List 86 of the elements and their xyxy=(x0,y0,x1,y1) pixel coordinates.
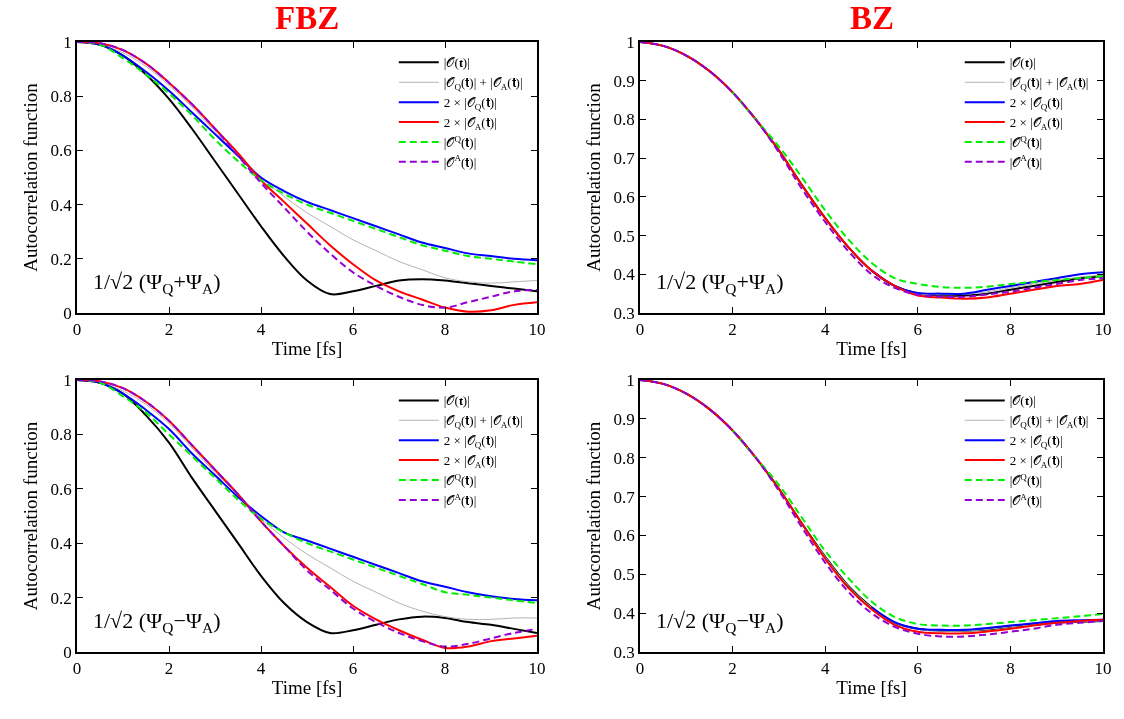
y-tick-label: 0.4 xyxy=(50,195,73,215)
x-tick-label: 8 xyxy=(1006,659,1015,679)
y-tick-label: 1 xyxy=(63,370,72,390)
x-tick-label: 10 xyxy=(528,320,546,340)
legend-label: |𝒪$^{A}$(𝐭)| xyxy=(1009,491,1043,508)
x-tick-label: 4 xyxy=(820,659,830,679)
y-axis-title: Autocorrelation function xyxy=(19,82,41,272)
y-tick-label: 0.9 xyxy=(613,71,635,91)
chart-title: BZ xyxy=(850,0,895,36)
x-tick-label: 6 xyxy=(348,320,358,340)
x-tick-label: 8 xyxy=(440,659,450,679)
y-tick-label: 0.8 xyxy=(613,110,635,130)
legend-label: |𝒪$^{A}$(𝐭)| xyxy=(443,491,477,508)
y-tick-label: 0.3 xyxy=(613,642,635,662)
y-axis-title: Autocorrelation function xyxy=(582,82,604,272)
x-tick-label: 8 xyxy=(440,320,450,340)
legend-label: |𝒪$^{Q}$(𝐭)| xyxy=(1009,471,1043,489)
annotation: 1/√2 (Ψ$_{Q}$+Ψ$_{A}$) xyxy=(93,269,221,297)
y-tick-label: 0.6 xyxy=(613,526,635,546)
legend-label: |𝒪$^{A}$(𝐭)| xyxy=(443,153,477,170)
legend-label: 2 × |𝒪$_{Q}$(𝐭)| xyxy=(1009,95,1063,112)
annotation: 1/√2 (Ψ$_{Q}$−Ψ$_{A}$) xyxy=(656,608,784,636)
legend-label: |𝒪$_{Q}$(𝐭)| + |𝒪$_{A}$(𝐭)| xyxy=(443,413,523,431)
y-tick-label: 0.6 xyxy=(613,187,635,207)
y-tick-label: 1 xyxy=(63,32,72,52)
y-tick-label: 0.9 xyxy=(613,409,635,429)
y-tick-label: 0.2 xyxy=(50,588,72,608)
y-tick-label: 1 xyxy=(626,370,635,390)
y-tick-label: 1 xyxy=(626,32,635,52)
legend-label: |𝒪$^{Q}$(𝐭)| xyxy=(443,133,477,151)
legend-label: |𝒪(𝐭)| xyxy=(1009,55,1036,71)
y-tick-label: 0.3 xyxy=(613,303,635,323)
x-tick-label: 6 xyxy=(913,659,923,679)
chart-title: FBZ xyxy=(275,0,340,36)
legend-label: 2 × |𝒪$_{Q}$(𝐭)| xyxy=(443,433,497,450)
y-axis-title: Autocorrelation function xyxy=(582,421,604,611)
y-tick-label: 0.4 xyxy=(50,534,73,554)
y-tick-label: 0 xyxy=(63,642,72,662)
y-tick-label: 0.8 xyxy=(50,425,72,445)
x-tick-label: 4 xyxy=(256,320,266,340)
legend-label: |𝒪(𝐭)| xyxy=(443,393,470,409)
x-tick-label: 8 xyxy=(1006,320,1015,340)
legend-label: |𝒪$^{Q}$(𝐭)| xyxy=(1009,133,1043,151)
y-tick-label: 0.8 xyxy=(50,87,72,107)
legend-label: 2 × |𝒪$_{A}$(𝐭)| xyxy=(1009,453,1063,470)
x-tick-label: 2 xyxy=(728,320,737,340)
legend-label: |𝒪(𝐭)| xyxy=(443,55,470,71)
y-tick-label: 0.6 xyxy=(50,479,72,499)
y-tick-label: 0.2 xyxy=(50,249,72,269)
legend-label: |𝒪$_{Q}$(𝐭)| + |𝒪$_{A}$(𝐭)| xyxy=(1009,413,1089,431)
y-tick-label: 0.5 xyxy=(613,226,635,246)
x-tick-label: 2 xyxy=(164,659,174,679)
x-tick-label: 10 xyxy=(1094,659,1112,679)
y-tick-label: 0.4 xyxy=(613,604,636,624)
legend-label: |𝒪$^{Q}$(𝐭)| xyxy=(443,471,477,489)
legend-label: 2 × |𝒪$_{Q}$(𝐭)| xyxy=(1009,433,1063,450)
y-tick-label: 0.7 xyxy=(613,149,636,169)
legend-label: |𝒪$^{A}$(𝐭)| xyxy=(1009,153,1043,170)
y-tick-label: 0.5 xyxy=(613,565,635,585)
y-tick-label: 0.7 xyxy=(613,487,636,507)
x-tick-label: 2 xyxy=(728,659,737,679)
y-tick-label: 0.6 xyxy=(50,141,72,161)
legend-label: 2 × |𝒪$_{Q}$(𝐭)| xyxy=(443,95,497,112)
legend-label: 2 × |𝒪$_{A}$(𝐭)| xyxy=(443,453,497,470)
annotation: 1/√2 (Ψ$_{Q}$+Ψ$_{A}$) xyxy=(656,269,784,297)
x-axis-title: Time [fs] xyxy=(836,338,907,360)
legend-label: |𝒪$_{Q}$(𝐭)| + |𝒪$_{A}$(𝐭)| xyxy=(1009,75,1089,93)
legend-label: 2 × |𝒪$_{A}$(𝐭)| xyxy=(1009,115,1063,132)
x-tick-label: 10 xyxy=(528,659,546,679)
y-tick-label: 0.4 xyxy=(613,265,636,285)
y-axis-title: Autocorrelation function xyxy=(19,421,41,611)
x-tick-label: 4 xyxy=(256,659,266,679)
x-tick-label: 2 xyxy=(164,320,174,340)
x-tick-label: 10 xyxy=(1094,320,1112,340)
x-tick-label: 6 xyxy=(348,659,358,679)
x-axis-title: Time [fs] xyxy=(271,338,343,360)
x-axis-title: Time [fs] xyxy=(271,677,343,699)
legend-label: 2 × |𝒪$_{A}$(𝐭)| xyxy=(443,115,497,132)
annotation: 1/√2 (Ψ$_{Q}$−Ψ$_{A}$) xyxy=(93,608,221,636)
x-tick-label: 6 xyxy=(913,320,923,340)
x-tick-label: 4 xyxy=(820,320,830,340)
x-axis-title: Time [fs] xyxy=(836,677,907,699)
legend-label: |𝒪(𝐭)| xyxy=(1009,393,1036,409)
y-tick-label: 0.8 xyxy=(613,448,635,468)
y-tick-label: 0 xyxy=(63,303,72,323)
legend-label: |𝒪$_{Q}$(𝐭)| + |𝒪$_{A}$(𝐭)| xyxy=(443,75,523,93)
